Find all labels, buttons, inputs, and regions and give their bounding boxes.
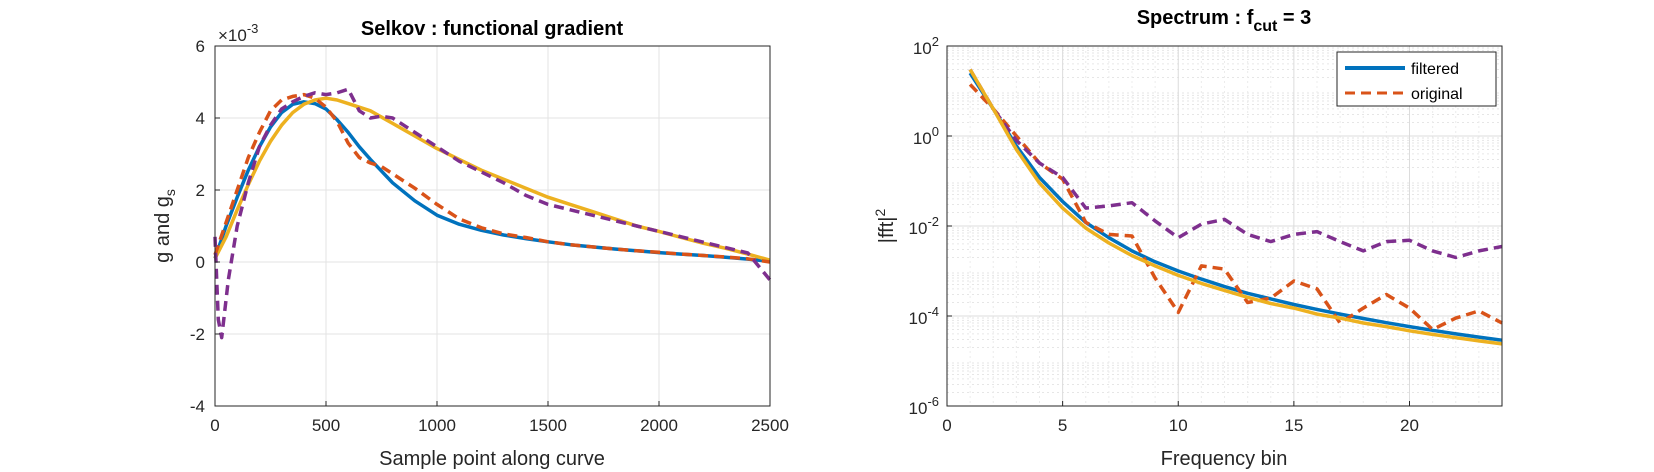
- x-tick-label: 500: [312, 416, 340, 435]
- y-tick-label: 0: [196, 253, 205, 272]
- gradient-y-axis-label: g and gs: [152, 189, 178, 263]
- x-tick-label: 2500: [751, 416, 789, 435]
- x-tick-label: 0: [210, 416, 219, 435]
- y-tick-label: 6: [196, 37, 205, 56]
- gradient-y-exponent: ×10-3: [218, 21, 258, 45]
- spectrum-series-line-0: [968, 72, 1503, 342]
- y-tick-label: 10-4: [909, 304, 939, 328]
- gradient-plot-area: [215, 46, 770, 406]
- x-tick-label: 15: [1284, 416, 1303, 435]
- gradient-y-label-subscript: s: [162, 189, 178, 196]
- gradient-axes-box: [214, 45, 771, 407]
- spectrum-y-label-main: |fft|: [876, 217, 898, 244]
- x-tick-label: 1000: [418, 416, 456, 435]
- gradient-chart-title: Selkov : functional gradient: [361, 18, 624, 40]
- spectrum-y-axis-label: |fft|2: [872, 209, 898, 244]
- gradient-series-line-2: [213, 92, 771, 264]
- y-tick-label: 10-2: [909, 214, 939, 238]
- x-tick-label: 2000: [640, 416, 678, 435]
- spectrum-series-line-1: [968, 83, 1503, 332]
- spectrum-axes: 0 5 10 15 20 10-6 10-4 10-2 100 102 Spectrum : fc…: [872, 7, 1503, 470]
- y-tick-label: 10-6: [909, 394, 939, 418]
- x-tick-label: 5: [1058, 416, 1067, 435]
- spectrum-y-label-superscript: 2: [872, 209, 888, 217]
- x-tick-label: 20: [1400, 416, 1419, 435]
- spectrum-ticks: 0 5 10 15 20 10-6 10-4 10-2 100 102: [909, 34, 1419, 435]
- spectrum-legend: filtered original: [1336, 51, 1497, 107]
- y-tick-label: 102: [913, 34, 939, 58]
- y-tick-label: -4: [190, 397, 205, 416]
- y-tick-label: 100: [913, 124, 939, 148]
- gradient-y-exponent-power: -3: [247, 21, 259, 36]
- y-tick-label: 4: [196, 109, 205, 128]
- y-tick-label: -2: [190, 325, 205, 344]
- spectrum-series: [968, 68, 1503, 346]
- spectrum-x-axis-label: Frequency bin: [1161, 448, 1288, 470]
- x-tick-label: 0: [942, 416, 951, 435]
- x-tick-label: 1500: [529, 416, 567, 435]
- gradient-axes: 0 500 1000 1500 2000 2500 -4 -2 0 2 4 6 Selkov : fu…: [152, 18, 789, 470]
- gradient-series-line-3: [213, 87, 772, 340]
- gradient-series: [213, 87, 772, 340]
- x-tick-label: 10: [1169, 416, 1188, 435]
- gradient-ticks: 0 500 1000 1500 2000 2500 -4 -2 0 2 4 6: [190, 37, 789, 435]
- spectrum-title-subscript: cut: [1253, 18, 1278, 35]
- spectrum-title-main: Spectrum : f: [1137, 7, 1254, 29]
- spectrum-title-tail: = 3: [1277, 7, 1311, 29]
- spectrum-chart-title: Spectrum : fcut = 3: [1137, 7, 1312, 35]
- legend-original-label: original: [1411, 86, 1463, 103]
- gradient-x-axis-label: Sample point along curve: [379, 448, 605, 470]
- y-tick-label: 2: [196, 181, 205, 200]
- gradient-y-label-main: g and g: [152, 196, 174, 263]
- legend-box: [1336, 51, 1497, 107]
- gradient-y-exponent-base: ×10: [218, 26, 247, 45]
- legend-filtered-label: filtered: [1411, 61, 1459, 78]
- spectrum-series-line-3: [968, 68, 1503, 346]
